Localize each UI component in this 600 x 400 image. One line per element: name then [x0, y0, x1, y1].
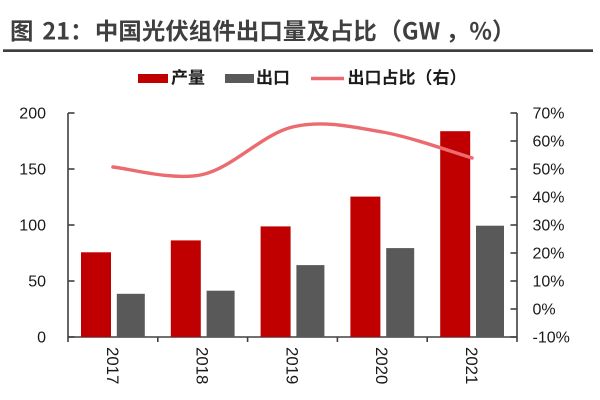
svg-text:50: 50: [28, 274, 46, 291]
svg-text:2019: 2019: [282, 347, 301, 384]
svg-text:2018: 2018: [193, 347, 212, 384]
svg-text:50%: 50%: [533, 162, 565, 179]
svg-text:0: 0: [37, 330, 46, 347]
svg-text:2017: 2017: [103, 347, 122, 384]
svg-text:150: 150: [19, 162, 46, 179]
svg-text:40%: 40%: [533, 190, 565, 207]
svg-text:0%: 0%: [533, 302, 556, 319]
svg-text:60%: 60%: [533, 134, 565, 151]
svg-text:10%: 10%: [533, 274, 565, 291]
svg-text:100: 100: [19, 218, 46, 235]
svg-text:2020: 2020: [372, 347, 391, 384]
svg-text:200: 200: [19, 106, 46, 123]
svg-text:20%: 20%: [533, 246, 565, 263]
svg-text:2021: 2021: [462, 347, 481, 384]
svg-text:-10%: -10%: [533, 330, 570, 347]
svg-text:70%: 70%: [533, 106, 565, 123]
svg-text:30%: 30%: [533, 218, 565, 235]
